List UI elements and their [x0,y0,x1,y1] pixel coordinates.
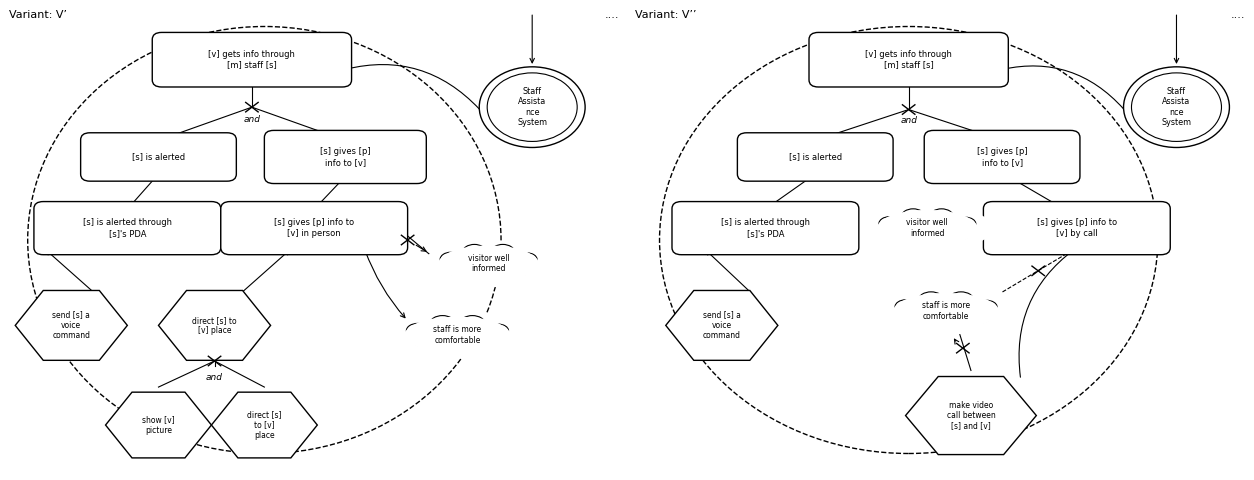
Text: Staff
Assista
nce
System: Staff Assista nce System [517,87,547,127]
Ellipse shape [460,315,485,331]
Polygon shape [666,290,777,360]
Text: staff is more
comfortable: staff is more comfortable [434,325,482,345]
Circle shape [1131,73,1221,142]
Ellipse shape [475,267,502,279]
Polygon shape [905,376,1036,455]
Ellipse shape [877,210,978,246]
FancyBboxPatch shape [80,133,236,181]
Text: ....: .... [1230,10,1245,20]
Ellipse shape [914,232,940,243]
Polygon shape [212,392,317,458]
Ellipse shape [463,244,487,260]
Ellipse shape [448,264,470,276]
Text: show [v]
picture: show [v] picture [142,415,174,435]
Text: Staff
Assista
nce
System: Staff Assista nce System [1161,87,1191,127]
Ellipse shape [895,300,918,314]
Ellipse shape [893,293,999,329]
Circle shape [488,73,577,142]
Ellipse shape [389,312,525,359]
Text: ....: .... [604,10,619,20]
Text: [s] is alerted through
[s]'s PDA: [s] is alerted through [s]'s PDA [721,218,810,238]
Text: visitor well
informed: visitor well informed [468,254,509,274]
Ellipse shape [440,252,461,267]
Ellipse shape [879,216,900,231]
Text: [s] gives [p] info to
[v] by call: [s] gives [p] info to [v] by call [1037,218,1117,238]
Text: [s] gives [p]
info to [v]: [s] gives [p] info to [v] [977,147,1027,167]
Text: [s] is alerted: [s] is alerted [789,153,841,161]
FancyBboxPatch shape [983,202,1170,255]
Text: and: and [900,116,917,125]
Ellipse shape [406,324,429,338]
Text: Variant: V’’: Variant: V’’ [635,10,696,20]
Text: and: and [206,373,223,382]
Polygon shape [15,290,128,360]
FancyBboxPatch shape [34,202,221,255]
FancyBboxPatch shape [221,202,408,255]
Text: staff is more
comfortable: staff is more comfortable [922,301,971,321]
FancyBboxPatch shape [152,33,351,87]
Ellipse shape [414,336,439,347]
FancyBboxPatch shape [737,133,893,181]
Text: [s] is alerted: [s] is alerted [132,153,186,161]
Ellipse shape [948,292,973,308]
Ellipse shape [903,312,928,323]
Ellipse shape [946,228,969,240]
FancyBboxPatch shape [924,131,1080,183]
FancyBboxPatch shape [672,202,859,255]
Text: make video
call between
[s] and [v]: make video call between [s] and [v] [947,401,996,431]
Circle shape [479,67,586,147]
Ellipse shape [954,217,976,231]
Ellipse shape [878,288,1014,335]
Text: [v] gets info through
[m] staff [s]: [v] gets info through [m] staff [s] [208,50,296,70]
Circle shape [1124,67,1229,147]
Ellipse shape [424,240,554,287]
Ellipse shape [974,300,997,314]
Ellipse shape [477,336,502,347]
Text: [s] gives [p]
info to [v]: [s] gives [p] info to [v] [320,147,371,167]
Polygon shape [158,290,271,360]
Text: visitor well
informed: visitor well informed [907,218,948,238]
Ellipse shape [439,245,539,282]
Ellipse shape [885,228,909,240]
Ellipse shape [487,324,509,337]
Polygon shape [105,392,212,458]
Ellipse shape [444,338,472,350]
Text: direct [s] to
[v] place: direct [s] to [v] place [192,316,237,335]
Ellipse shape [405,317,510,353]
FancyBboxPatch shape [265,131,426,183]
Ellipse shape [932,315,959,326]
Text: direct [s]
to [v]
place: direct [s] to [v] place [247,410,282,440]
Ellipse shape [430,315,455,331]
Ellipse shape [964,312,989,323]
Ellipse shape [515,253,537,266]
Ellipse shape [507,264,530,276]
Text: [s] is alerted through
[s]'s PDA: [s] is alerted through [s]'s PDA [83,218,172,238]
FancyBboxPatch shape [809,33,1008,87]
Text: [s] gives [p] info to
[v] in person: [s] gives [p] info to [v] in person [275,218,355,238]
Text: [v] gets info through
[m] staff [s]: [v] gets info through [m] staff [s] [865,50,952,70]
Ellipse shape [863,204,992,252]
Ellipse shape [902,209,925,225]
Ellipse shape [492,244,514,260]
Text: send [s] a
voice
command: send [s] a voice command [53,311,90,340]
Ellipse shape [919,292,943,308]
Ellipse shape [929,209,953,225]
Text: Variant: V’: Variant: V’ [9,10,66,20]
Text: and: and [243,115,261,123]
Text: send [s] a
voice
command: send [s] a voice command [702,311,741,340]
